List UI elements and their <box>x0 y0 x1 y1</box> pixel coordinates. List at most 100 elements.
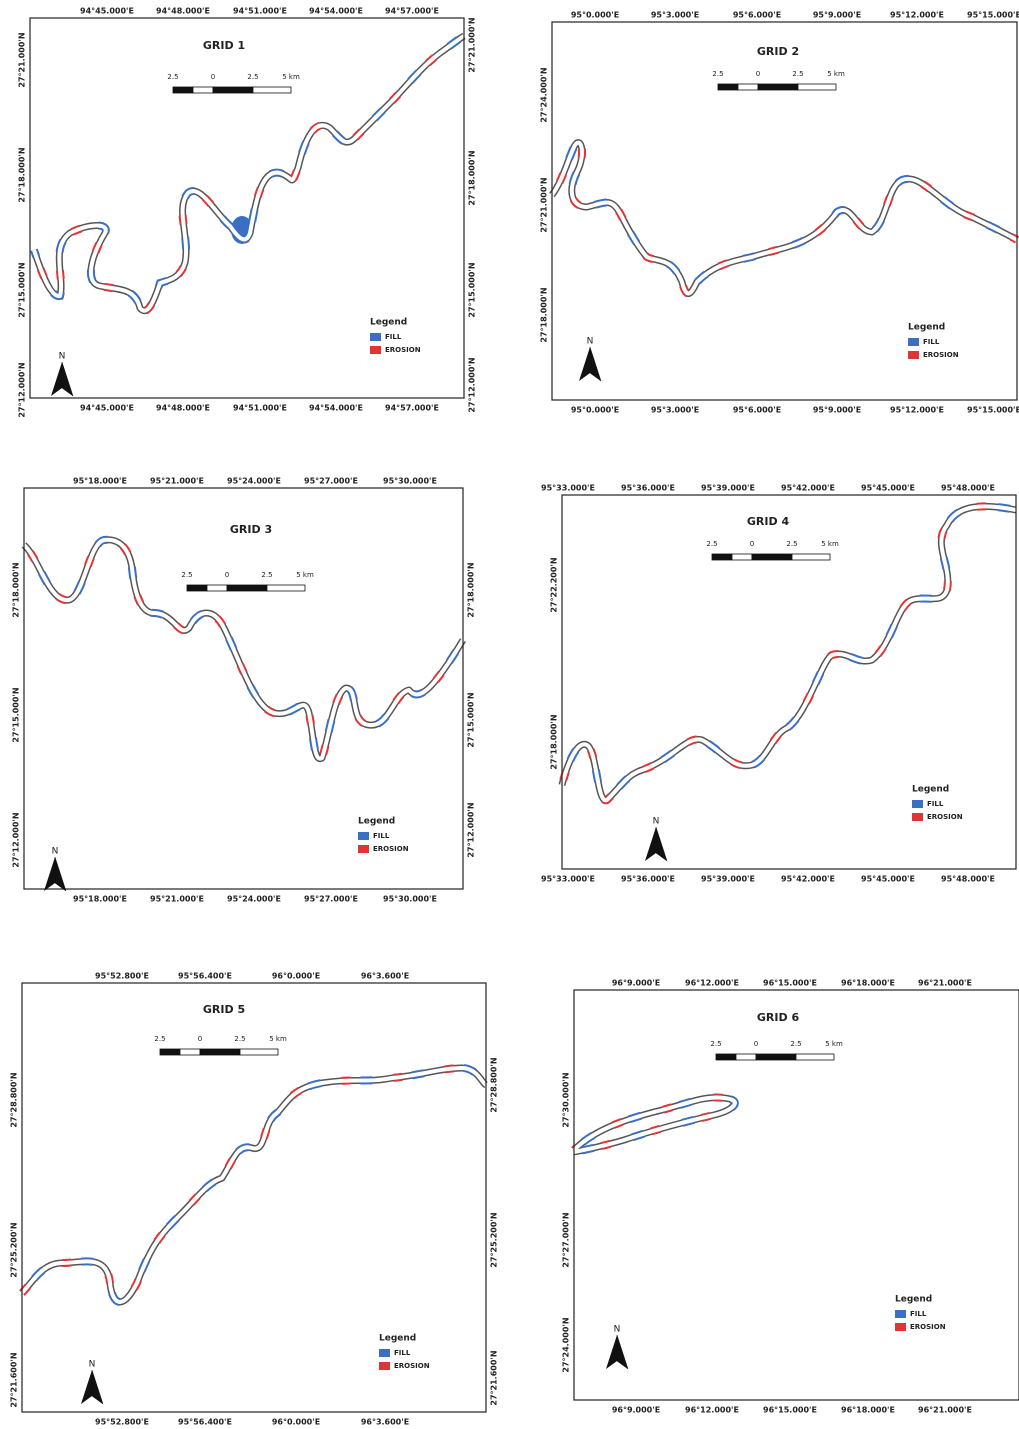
legend-swatch <box>908 351 919 359</box>
legend-swatch <box>895 1323 906 1331</box>
map-panel: 95°0.000'E95°0.000'E95°3.000'E95°3.000'E… <box>540 11 1019 415</box>
legend-swatch <box>908 338 919 346</box>
latitude-label: 27°22.200'N <box>550 557 559 612</box>
north-arrow <box>44 857 55 891</box>
latitude-label: 27°21.600'N <box>10 1352 19 1407</box>
scale-label: 2.5 <box>247 73 258 81</box>
longitude-label: 94°51.000'E <box>233 7 287 16</box>
scale-label: 5 km <box>821 540 839 548</box>
north-arrow <box>645 827 656 861</box>
scale-bar-segment <box>752 554 792 560</box>
latitude-label: 27°24.000'N <box>540 67 549 122</box>
scale-label: 5 km <box>827 70 845 78</box>
fill-patches <box>562 506 1016 800</box>
north-label: N <box>587 337 594 347</box>
legend-swatch <box>379 1362 390 1370</box>
longitude-label: 95°0.000'E <box>571 406 619 415</box>
scale-bar-segment <box>267 585 305 591</box>
longitude-label: 95°45.000'E <box>861 875 915 884</box>
longitude-label: 94°57.000'E <box>385 404 439 413</box>
grid-title: GRID 3 <box>230 523 272 536</box>
latitude-label: 27°12.000'N <box>467 802 476 857</box>
longitude-label: 95°12.000'E <box>890 11 944 20</box>
legend-swatch <box>358 845 369 853</box>
longitude-label: 95°48.000'E <box>941 875 995 884</box>
longitude-label: 96°12.000'E <box>685 1406 739 1415</box>
scale-label: 0 <box>750 540 754 548</box>
north-label: N <box>614 1325 621 1335</box>
latitude-label: 27°21.000'N <box>468 17 477 72</box>
longitude-label: 96°15.000'E <box>763 979 817 988</box>
river-outline <box>574 1097 735 1152</box>
latitude-label: 27°15.000'N <box>18 262 27 317</box>
longitude-label: 95°21.000'E <box>150 895 204 904</box>
map-panel: 95°33.000'E95°33.000'E95°36.000'E95°36.0… <box>541 484 1016 884</box>
longitude-label: 95°33.000'E <box>541 484 595 493</box>
longitude-label: 95°15.000'E <box>967 406 1019 415</box>
legend-label: FILL <box>923 338 940 346</box>
longitude-label: 95°39.000'E <box>701 484 755 493</box>
scale-bar-segment <box>187 585 207 591</box>
longitude-label: 95°27.000'E <box>304 895 358 904</box>
longitude-label: 95°6.000'E <box>733 11 781 20</box>
latitude-label: 27°12.000'N <box>468 357 477 412</box>
scale-bar-segment <box>193 87 213 93</box>
scale-label: 2.5 <box>154 1035 165 1043</box>
longitude-label: 95°3.000'E <box>651 11 699 20</box>
scale-label: 0 <box>225 571 229 579</box>
grid-title: GRID 2 <box>757 45 799 58</box>
longitude-label: 95°30.000'E <box>383 895 437 904</box>
grid-title: GRID 5 <box>203 1003 245 1016</box>
erosion-patches <box>562 506 1016 800</box>
scale-bar-segment <box>792 554 830 560</box>
scale-label: 0 <box>211 73 215 81</box>
longitude-label: 96°18.000'E <box>841 979 895 988</box>
scale-bar-segment <box>736 1054 756 1060</box>
legend-label: FILL <box>385 333 402 341</box>
scale-label: 2.5 <box>790 1040 801 1048</box>
longitude-label: 94°57.000'E <box>385 7 439 16</box>
legend-swatch <box>912 813 923 821</box>
longitude-label: 96°15.000'E <box>763 1406 817 1415</box>
longitude-label: 95°39.000'E <box>701 875 755 884</box>
legend-label: FILL <box>910 1310 927 1318</box>
north-arrow <box>81 1370 92 1404</box>
latitude-label: 27°21.600'N <box>490 1350 499 1405</box>
legend-label: FILL <box>927 800 944 808</box>
legend-label: FILL <box>373 832 390 840</box>
longitude-label: 95°0.000'E <box>571 11 619 20</box>
longitude-label: 95°52.800'E <box>95 972 149 981</box>
north-arrow <box>656 827 667 861</box>
latitude-label: 27°18.000'N <box>540 287 549 342</box>
scale-label: 2.5 <box>234 1035 245 1043</box>
grid-title: GRID 1 <box>203 39 245 52</box>
legend-title: Legend <box>908 323 945 333</box>
latitude-label: 27°21.000'N <box>540 177 549 232</box>
scale-bar-segment <box>732 554 752 560</box>
longitude-label: 96°3.600'E <box>361 972 409 981</box>
scale-label: 2.5 <box>181 571 192 579</box>
longitude-label: 96°18.000'E <box>841 1406 895 1415</box>
map-panel: 94°45.000'E94°45.000'E94°48.000'E94°48.0… <box>18 7 477 418</box>
longitude-label: 96°0.000'E <box>272 1418 320 1427</box>
longitude-label: 95°42.000'E <box>781 875 835 884</box>
longitude-label: 95°48.000'E <box>941 484 995 493</box>
grid-title: GRID 4 <box>747 515 790 528</box>
river-outline <box>24 540 463 759</box>
longitude-label: 95°18.000'E <box>73 477 127 486</box>
legend-label: EROSION <box>394 1362 430 1370</box>
latitude-label: 27°21.000'N <box>18 32 27 87</box>
scale-bar-segment <box>207 585 227 591</box>
scale-bar-segment <box>173 87 193 93</box>
longitude-label: 95°24.000'E <box>227 895 281 904</box>
longitude-label: 96°9.000'E <box>612 1406 660 1415</box>
scale-bar-segment <box>718 84 738 90</box>
scale-bar-segment <box>160 1049 180 1055</box>
longitude-label: 96°12.000'E <box>685 979 739 988</box>
longitude-label: 94°51.000'E <box>233 404 287 413</box>
north-label: N <box>59 352 66 362</box>
longitude-label: 95°12.000'E <box>890 406 944 415</box>
latitude-label: 27°15.000'N <box>467 692 476 747</box>
longitude-label: 94°48.000'E <box>156 7 210 16</box>
longitude-label: 95°6.000'E <box>733 406 781 415</box>
